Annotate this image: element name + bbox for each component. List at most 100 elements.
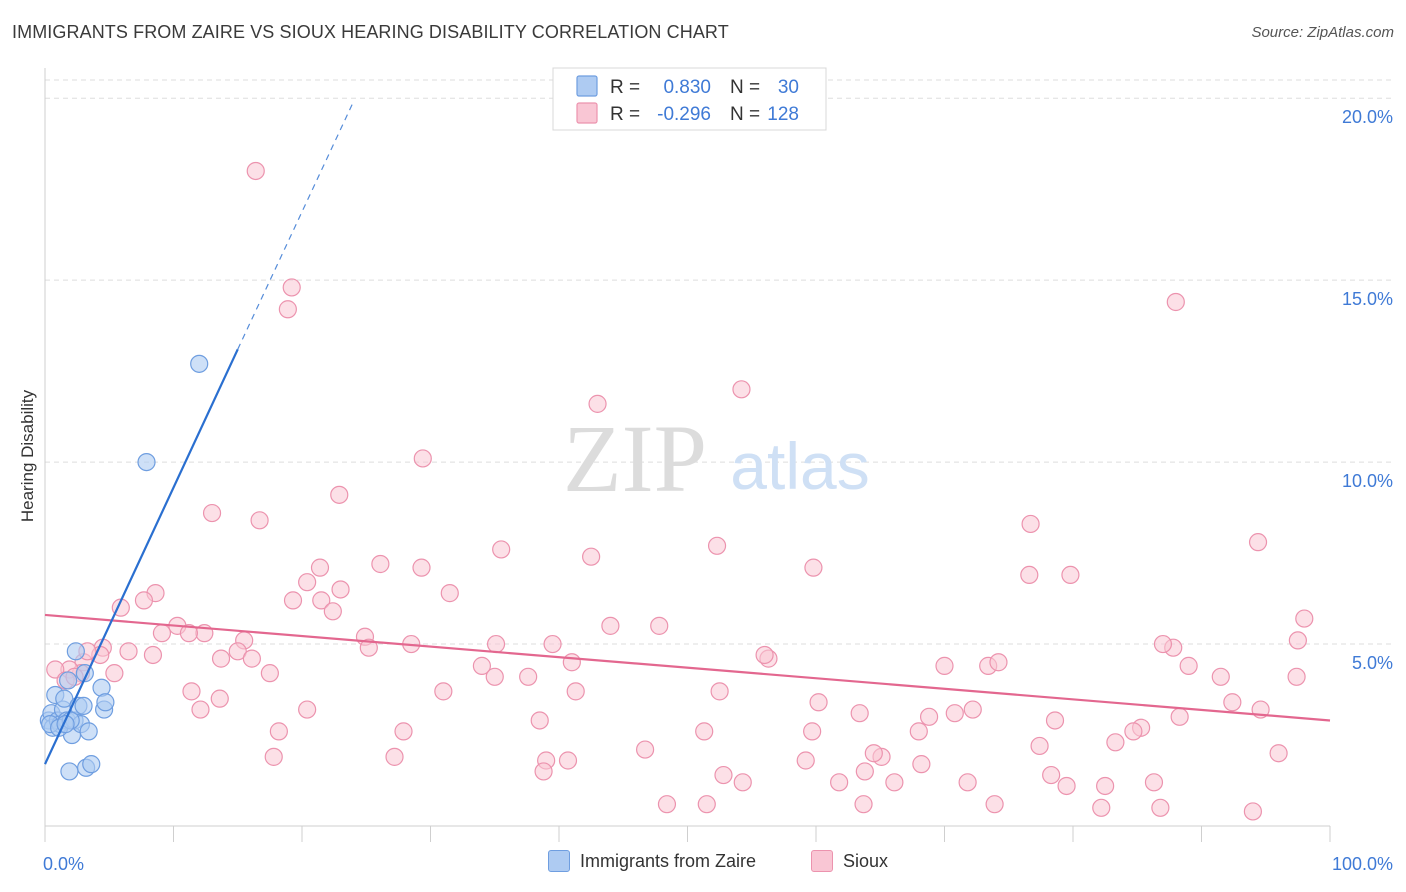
correlation-legend: R = 0.830 N = 30 R = -0.296 N = 128: [552, 67, 827, 131]
sioux-point: [850, 704, 869, 723]
sioux-point: [492, 540, 511, 559]
sioux-point: [134, 591, 154, 610]
sioux-point: [958, 773, 977, 792]
sioux-point: [250, 511, 269, 530]
zaire-point: [79, 722, 98, 741]
sioux-point: [385, 747, 404, 766]
y-tick-label: 5.0%: [1352, 653, 1393, 673]
sioux-point: [635, 740, 655, 759]
sioux-point: [1096, 776, 1115, 796]
sioux-point: [486, 634, 506, 654]
sioux-point: [323, 602, 342, 621]
legend-r-value: 0.830: [663, 77, 711, 98]
sioux-point: [1144, 773, 1164, 792]
sioux-point: [298, 573, 317, 592]
watermark-atlas: atlas: [730, 429, 869, 503]
legend-swatch-zaire: [576, 75, 598, 97]
sioux-point: [1248, 533, 1268, 552]
watermark-zip: ZIP: [563, 405, 707, 512]
sioux-point: [330, 485, 349, 504]
sioux-point: [1243, 802, 1263, 821]
sioux-point: [710, 682, 729, 701]
sioux-point: [298, 700, 317, 719]
zaire-point: [59, 671, 78, 690]
zaire-point: [74, 696, 93, 716]
sioux-point: [1124, 722, 1143, 741]
axes: [44, 68, 1331, 842]
sioux-point: [854, 795, 873, 814]
sioux-point: [697, 795, 716, 814]
sioux-point: [472, 656, 491, 675]
sioux-point: [191, 700, 210, 719]
sioux-point: [985, 795, 1004, 814]
sioux-point: [1030, 736, 1049, 756]
zaire-trend-line: [44, 348, 239, 765]
sioux-point: [830, 773, 849, 792]
sioux-point: [1166, 292, 1185, 312]
sioux-point: [912, 755, 931, 774]
sioux-point: [202, 503, 222, 523]
sioux-point: [919, 707, 939, 726]
sioux-point: [1211, 667, 1230, 686]
source-credit: Source: ZipAtlas.com: [1251, 24, 1394, 41]
y-tick-label: 20.0%: [1342, 107, 1393, 127]
sioux-point: [179, 624, 199, 643]
sioux-point: [105, 664, 124, 683]
grid-lines: [45, 79, 1395, 645]
zaire-point: [55, 689, 74, 708]
zaire-point: [137, 452, 156, 472]
zaire-point: [82, 755, 101, 774]
sioux-point: [733, 773, 752, 792]
sioux-point: [359, 638, 378, 657]
sioux-point: [707, 536, 727, 555]
zaire-points: [39, 354, 209, 781]
legend-r-label: R =: [610, 77, 640, 98]
legend-label-sioux: Sioux: [843, 850, 889, 871]
legend-n-label: N =: [730, 77, 760, 98]
sioux-point: [519, 667, 538, 686]
legend-item-sioux: Sioux: [811, 850, 888, 872]
sioux-point: [246, 161, 265, 181]
sioux-point: [885, 773, 904, 792]
sioux-point: [963, 700, 982, 719]
chart-title: IMMIGRANTS FROM ZAIRE VS SIOUX HEARING D…: [12, 22, 729, 42]
sioux-point: [310, 558, 330, 577]
sioux-trend-line: [44, 613, 1331, 722]
sioux-point: [143, 645, 163, 665]
sioux-point: [1021, 514, 1040, 534]
sioux-point: [935, 656, 954, 675]
legend-item-zaire: Immigrants from Zaire: [548, 850, 756, 872]
sioux-point: [1223, 693, 1242, 712]
sioux-point: [1269, 744, 1288, 763]
watermark: ZIP atlas: [563, 405, 870, 512]
sioux-point: [182, 682, 201, 701]
sioux-point: [803, 722, 822, 741]
trend-lines: [44, 101, 1331, 765]
sioux-point: [242, 649, 261, 668]
sioux-point: [855, 762, 874, 781]
sioux-point: [282, 278, 301, 297]
sioux-point: [440, 584, 459, 603]
y-tick-label: 10.0%: [1342, 471, 1393, 491]
sioux-point: [1179, 656, 1198, 675]
x-tick-label-min: 0.0%: [43, 854, 84, 874]
sioux-point: [714, 765, 733, 785]
sioux-point: [588, 394, 607, 413]
legend-r-value: -0.296: [657, 104, 711, 125]
sioux-point: [804, 558, 823, 577]
legend-n-value: 30: [778, 77, 799, 98]
sioux-point: [566, 682, 585, 701]
sioux-point: [278, 300, 297, 319]
sioux-point: [1287, 667, 1306, 686]
sioux-point: [1045, 711, 1065, 730]
sioux-point: [650, 616, 669, 635]
sioux-point: [1295, 609, 1314, 628]
sioux-point: [283, 591, 303, 610]
sioux-point: [331, 580, 350, 599]
sioux-point: [412, 558, 431, 577]
x-tick-label-max: 100.0%: [1332, 854, 1393, 874]
zaire-point: [60, 762, 79, 781]
sioux-point: [543, 634, 562, 654]
sioux-point: [796, 751, 815, 770]
